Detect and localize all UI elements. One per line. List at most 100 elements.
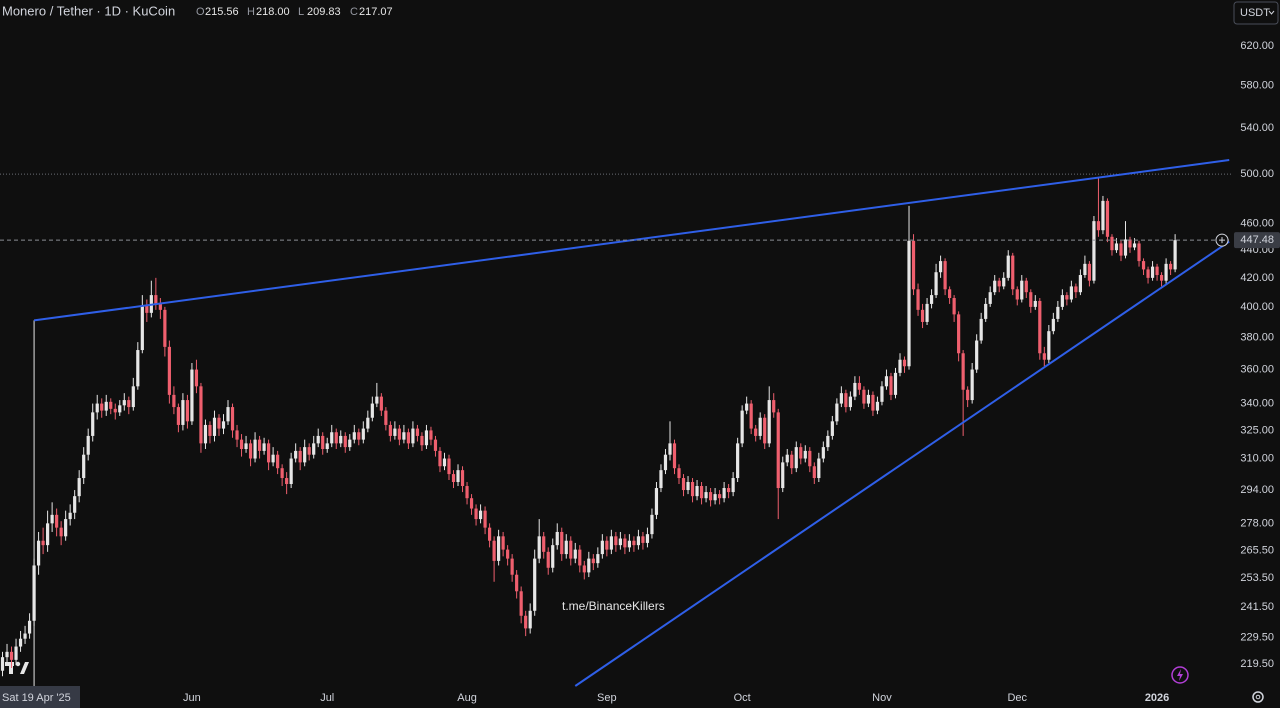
candle-body <box>1006 255 1010 278</box>
candle-body <box>280 468 284 479</box>
y-tick-label: 540.00 <box>1240 122 1274 134</box>
candle-body <box>609 536 613 550</box>
candle-body <box>244 443 248 450</box>
candle-body <box>140 305 144 351</box>
candle-body <box>564 540 568 555</box>
candle-body <box>740 410 744 444</box>
candle-body <box>1020 280 1024 300</box>
y-tick-label: 325.00 <box>1240 424 1274 436</box>
candle-body <box>772 400 776 413</box>
y-tick-label: 580.00 <box>1240 80 1274 92</box>
candle-body <box>208 424 212 436</box>
candle-body <box>663 454 668 471</box>
candle-body <box>681 478 686 491</box>
candle-body <box>217 417 221 429</box>
candle-body <box>528 610 532 629</box>
candle-body <box>325 443 329 450</box>
candle-body <box>176 407 180 425</box>
candle-body <box>690 482 695 497</box>
candle-body <box>862 389 866 404</box>
candle-body <box>1083 263 1087 276</box>
settings-icon[interactable] <box>1252 691 1264 703</box>
candle-body <box>1029 292 1033 307</box>
candle-body <box>645 534 650 543</box>
candle-body <box>835 403 839 422</box>
candle-body <box>812 466 816 479</box>
candle-body <box>1042 353 1046 360</box>
candle-body <box>271 454 275 463</box>
candle-body <box>1141 261 1146 270</box>
candle-body <box>871 394 875 411</box>
x-tick-label: Aug <box>457 692 477 704</box>
candle-body <box>1074 286 1078 293</box>
x-tick-label: 2026 <box>1145 692 1169 704</box>
candle-body <box>18 638 23 647</box>
candle-body <box>221 421 226 429</box>
candle-body <box>929 295 934 304</box>
candle-body <box>614 536 618 546</box>
candle-body <box>857 382 862 390</box>
candle-body <box>821 447 825 459</box>
candle-body <box>785 454 789 463</box>
candle-body <box>294 450 298 459</box>
candle-body <box>636 536 641 546</box>
candle-body <box>397 428 401 440</box>
candle-body <box>136 350 140 387</box>
candle-body <box>230 407 235 431</box>
x-tick-label: Oct <box>734 692 751 704</box>
plus-sign <box>1219 237 1225 244</box>
candle-body <box>988 292 992 304</box>
candle-body <box>1024 280 1028 293</box>
candle-body <box>321 435 325 450</box>
x-tick-label: Sep <box>597 692 617 704</box>
candle-body <box>880 386 884 402</box>
candle-body <box>632 540 636 546</box>
candle-body <box>276 454 280 469</box>
candle-body <box>357 432 361 440</box>
candle-body <box>934 272 938 296</box>
tv-logo <box>5 661 29 674</box>
candle-body <box>893 372 898 395</box>
candle-body <box>961 353 965 390</box>
currency-button[interactable] <box>1233 1 1279 25</box>
candle-body <box>573 549 577 559</box>
candle-body <box>763 417 767 444</box>
candle-body <box>911 240 916 290</box>
ohlc-value: 209.83 <box>307 6 341 18</box>
candle-body <box>0 657 5 671</box>
candle-body <box>808 450 812 467</box>
candle-body <box>957 314 961 354</box>
candle-body <box>533 558 537 611</box>
add-alert-button[interactable] <box>1215 233 1229 247</box>
alert-icon[interactable] <box>1171 666 1189 684</box>
y-tick-label: 219.50 <box>1240 658 1274 670</box>
candle-body <box>23 633 27 639</box>
candle-body <box>1155 266 1159 276</box>
crosshair-date: Sat 19 Apr '25 <box>2 692 71 704</box>
candle-body <box>262 443 266 451</box>
y-tick-label: 420.00 <box>1240 272 1274 284</box>
candle-body <box>456 470 460 483</box>
ohlc-legend: O 215.56 H 218.00 L 209.83 C 217.07 <box>196 6 393 18</box>
candle-body <box>546 551 550 568</box>
candle-body <box>699 486 704 499</box>
candle-body <box>591 558 595 564</box>
candle-body <box>758 417 762 436</box>
candle-body <box>172 394 176 408</box>
x-tick-label: Nov <box>872 692 892 704</box>
candle-body <box>298 450 302 463</box>
candle-body <box>1078 275 1082 293</box>
candle-body <box>659 470 663 489</box>
candle-body <box>424 430 429 446</box>
ohlc-letter: L <box>298 6 304 18</box>
candle-body <box>1114 243 1119 251</box>
candle-body <box>767 400 771 444</box>
candle-body <box>519 591 523 616</box>
candle-body <box>830 421 834 436</box>
candle-body <box>95 403 99 413</box>
candle-body <box>109 401 113 409</box>
candle-body <box>916 289 920 310</box>
candle-body <box>86 435 90 455</box>
candle-body <box>113 408 117 413</box>
